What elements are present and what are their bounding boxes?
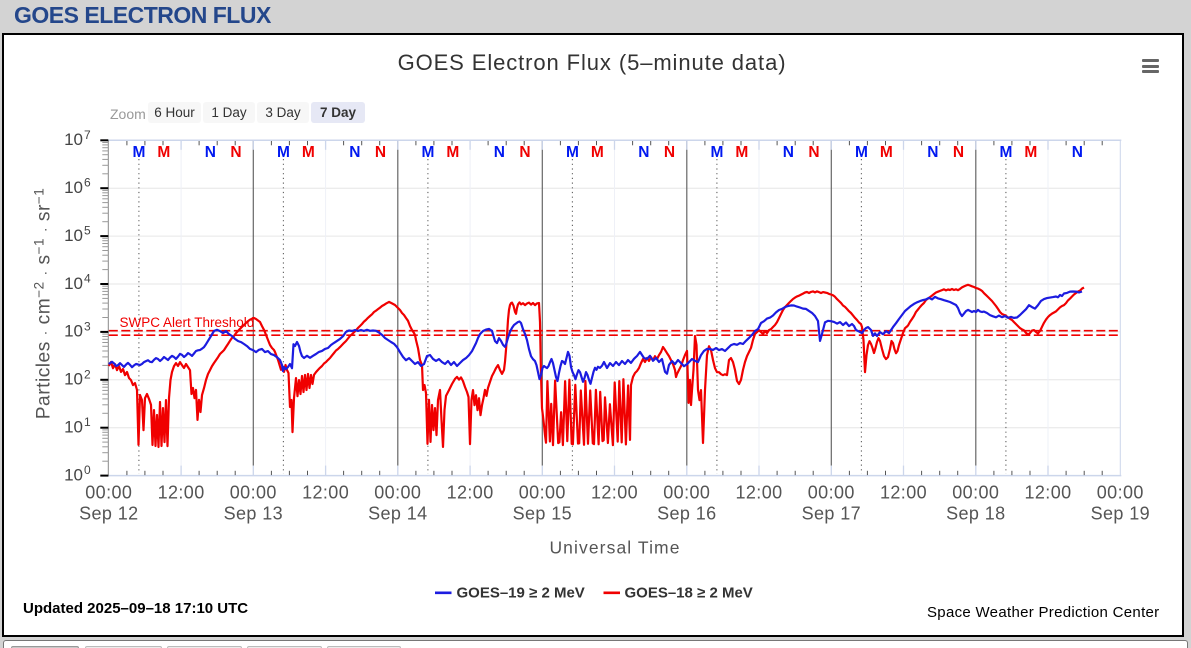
svg-text:00:00: 00:00 xyxy=(85,483,132,503)
svg-text:M: M xyxy=(277,144,290,161)
svg-text:N: N xyxy=(783,144,794,161)
svg-text:N: N xyxy=(953,144,964,161)
svg-text:M: M xyxy=(421,144,434,161)
svg-text:M: M xyxy=(735,144,748,161)
svg-text:12:00: 12:00 xyxy=(880,483,927,503)
svg-text:M: M xyxy=(302,144,315,161)
svg-text:00:00: 00:00 xyxy=(519,483,566,503)
svg-text:Particles · cm−2 · s−1 · sr−1: Particles · cm−2 · s−1 · sr−1 xyxy=(32,188,55,420)
svg-text:00:00: 00:00 xyxy=(230,483,277,503)
svg-text:1: 1 xyxy=(84,415,91,429)
svg-text:M: M xyxy=(999,144,1012,161)
svg-text:Sep 16: Sep 16 xyxy=(657,504,716,524)
svg-text:N: N xyxy=(375,144,386,161)
svg-text:10: 10 xyxy=(64,178,83,197)
svg-text:M: M xyxy=(855,144,868,161)
svg-text:Universal Time: Universal Time xyxy=(549,538,680,558)
svg-text:12:00: 12:00 xyxy=(302,483,349,503)
svg-text:Sep 18: Sep 18 xyxy=(946,504,1005,524)
svg-text:10: 10 xyxy=(64,274,83,293)
svg-text:Sep 12: Sep 12 xyxy=(79,504,138,524)
svg-text:12:00: 12:00 xyxy=(735,483,782,503)
svg-text:00:00: 00:00 xyxy=(1097,483,1144,503)
svg-text:Sep 13: Sep 13 xyxy=(224,504,283,524)
svg-text:10: 10 xyxy=(64,418,83,437)
svg-text:12:00: 12:00 xyxy=(591,483,638,503)
svg-text:00:00: 00:00 xyxy=(374,483,421,503)
svg-text:10: 10 xyxy=(64,370,83,389)
svg-text:N: N xyxy=(349,144,360,161)
svg-text:N: N xyxy=(664,144,675,161)
svg-text:M: M xyxy=(880,144,893,161)
svg-text:6: 6 xyxy=(84,176,91,190)
svg-text:GOES–19 ≥ 2 MeV: GOES–19 ≥ 2 MeV xyxy=(457,585,585,602)
svg-text:N: N xyxy=(808,144,819,161)
svg-text:N: N xyxy=(230,144,241,161)
svg-text:Sep 15: Sep 15 xyxy=(513,504,572,524)
svg-text:N: N xyxy=(927,144,938,161)
svg-text:7: 7 xyxy=(84,128,91,142)
svg-text:00:00: 00:00 xyxy=(663,483,710,503)
svg-text:N: N xyxy=(1072,144,1083,161)
svg-text:M: M xyxy=(157,144,170,161)
svg-text:10: 10 xyxy=(64,226,83,245)
svg-text:2: 2 xyxy=(84,367,91,381)
svg-text:Sep 14: Sep 14 xyxy=(368,504,427,524)
svg-text:GOES–18 ≥ 2 MeV: GOES–18 ≥ 2 MeV xyxy=(625,585,753,602)
svg-text:12:00: 12:00 xyxy=(447,483,494,503)
svg-text:M: M xyxy=(591,144,604,161)
svg-text:00:00: 00:00 xyxy=(808,483,855,503)
svg-text:N: N xyxy=(205,144,216,161)
svg-text:Sep 17: Sep 17 xyxy=(802,504,861,524)
svg-text:4: 4 xyxy=(84,272,91,286)
svg-text:M: M xyxy=(566,144,579,161)
svg-text:Sep 19: Sep 19 xyxy=(1091,504,1150,524)
svg-text:N: N xyxy=(638,144,649,161)
svg-text:0: 0 xyxy=(84,463,91,477)
svg-text:SWPC Alert Threshold: SWPC Alert Threshold xyxy=(120,315,255,330)
svg-text:M: M xyxy=(710,144,723,161)
svg-text:10: 10 xyxy=(64,322,83,341)
svg-text:12:00: 12:00 xyxy=(158,483,205,503)
svg-text:N: N xyxy=(494,144,505,161)
svg-text:M: M xyxy=(1024,144,1037,161)
svg-text:N: N xyxy=(519,144,530,161)
svg-text:5: 5 xyxy=(84,224,91,238)
svg-text:3: 3 xyxy=(84,319,91,333)
svg-text:10: 10 xyxy=(64,130,83,149)
svg-text:10: 10 xyxy=(64,465,83,484)
svg-text:00:00: 00:00 xyxy=(952,483,999,503)
svg-text:M: M xyxy=(446,144,459,161)
svg-text:12:00: 12:00 xyxy=(1024,483,1071,503)
svg-text:M: M xyxy=(132,144,145,161)
